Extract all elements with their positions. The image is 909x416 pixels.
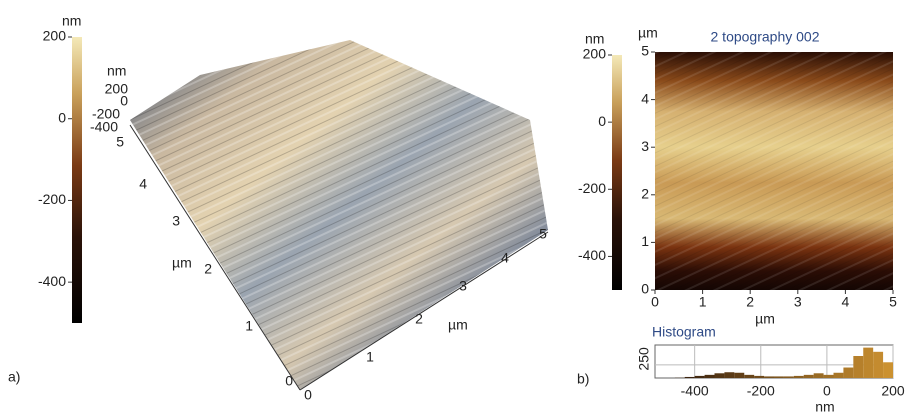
- x-tick-label: 0: [823, 383, 831, 399]
- x-tick-label: 1: [699, 294, 707, 310]
- x-tick-label: 1: [366, 349, 374, 365]
- colorbar-tick-label: 200: [43, 28, 67, 44]
- colorbar: [612, 55, 622, 290]
- figure: nm nm µm µm a) nm 2 topography 002 µm µm…: [0, 0, 909, 416]
- histogram-bar: [824, 375, 834, 378]
- y-tick-label: 4: [641, 90, 649, 106]
- x-axis-label: µm: [448, 317, 468, 333]
- y-tick-label: 1: [641, 233, 649, 249]
- x-tick-label: 4: [842, 294, 850, 310]
- y-tick-label: 3: [172, 213, 180, 229]
- colorbar-tick-label: -400: [578, 247, 606, 263]
- colorbar-unit: nm: [585, 31, 604, 47]
- x-tick-label: 2: [415, 311, 423, 327]
- y-axis-label: µm: [172, 255, 192, 271]
- colorbar-tick-label: -200: [38, 191, 66, 207]
- histogram-bar: [715, 373, 725, 378]
- histogram-bar: [814, 373, 824, 378]
- colorbar-tick-label: 200: [583, 46, 607, 62]
- x-tick-label: 3: [794, 294, 802, 310]
- y-tick-label: 4: [139, 176, 147, 192]
- histogram-bar: [734, 373, 744, 378]
- histogram-bar: [724, 372, 734, 378]
- histogram-bar: [774, 376, 784, 378]
- histogram-bar: [834, 373, 844, 378]
- y-tick-label: 3: [641, 138, 649, 154]
- histogram-bar: [754, 376, 764, 378]
- histogram-bar: [784, 376, 794, 378]
- x-tick-label: 3: [459, 278, 467, 294]
- x-unit: µm: [755, 311, 775, 327]
- colorbar-tick-label: 0: [598, 113, 606, 129]
- y-tick-label: 5: [116, 134, 124, 150]
- histogram-bar: [873, 352, 883, 378]
- x-tick-label: -400: [681, 383, 709, 399]
- histogram-bar: [853, 356, 863, 378]
- histogram-bar: [695, 376, 705, 378]
- x-tick-label: 200: [881, 383, 905, 399]
- y-tick-label: 2: [641, 186, 649, 202]
- histogram-bar: [744, 375, 754, 378]
- y-tick-label: 5: [641, 43, 649, 59]
- panel-a: nm nm µm µm a): [8, 13, 548, 390]
- y-tick-label: 250: [636, 347, 652, 371]
- histogram-bar: [794, 376, 804, 378]
- histogram-x-label: nm: [815, 399, 834, 415]
- x-tick-label: -200: [747, 383, 775, 399]
- x-tick-label: 0: [651, 294, 659, 310]
- y-unit: µm: [638, 25, 658, 41]
- panel-b: nm 2 topography 002 µm µm Histogram nm b…: [577, 25, 893, 415]
- histogram-bar: [883, 362, 893, 378]
- panel-label: a): [8, 369, 20, 385]
- surface-texture: [130, 40, 548, 390]
- x-tick-label: 0: [304, 387, 312, 403]
- y-tick-label: 0: [285, 373, 293, 389]
- colorbar-tick-label: -400: [38, 273, 66, 289]
- y-tick-label: 1: [245, 318, 253, 334]
- histogram-bar: [705, 375, 715, 378]
- image-texture: [655, 52, 893, 290]
- x-tick-label: 5: [889, 294, 897, 310]
- colorbar-tick-label: -200: [578, 180, 606, 196]
- z-tick-label: -400: [90, 119, 118, 135]
- histogram-title: Histogram: [652, 324, 716, 340]
- x-tick-label: 5: [539, 226, 547, 242]
- x-tick-label: 2: [746, 294, 754, 310]
- image-title: 2 topography 002: [711, 29, 820, 45]
- colorbar-unit: nm: [62, 13, 81, 29]
- panel-label: b): [577, 371, 589, 387]
- x-tick-label: 4: [501, 250, 509, 266]
- histogram-bar: [863, 348, 873, 378]
- histogram-bar: [685, 377, 695, 378]
- histogram-bar: [843, 368, 853, 378]
- y-tick-label: 2: [204, 261, 212, 277]
- histogram-bar: [804, 375, 814, 378]
- colorbar-tick-label: 0: [58, 109, 66, 125]
- z-tick-label: 0: [120, 93, 128, 109]
- colorbar: [72, 37, 82, 323]
- y-tick-label: 0: [641, 281, 649, 297]
- z-axis-unit: nm: [107, 63, 126, 79]
- histogram-bar: [764, 376, 774, 378]
